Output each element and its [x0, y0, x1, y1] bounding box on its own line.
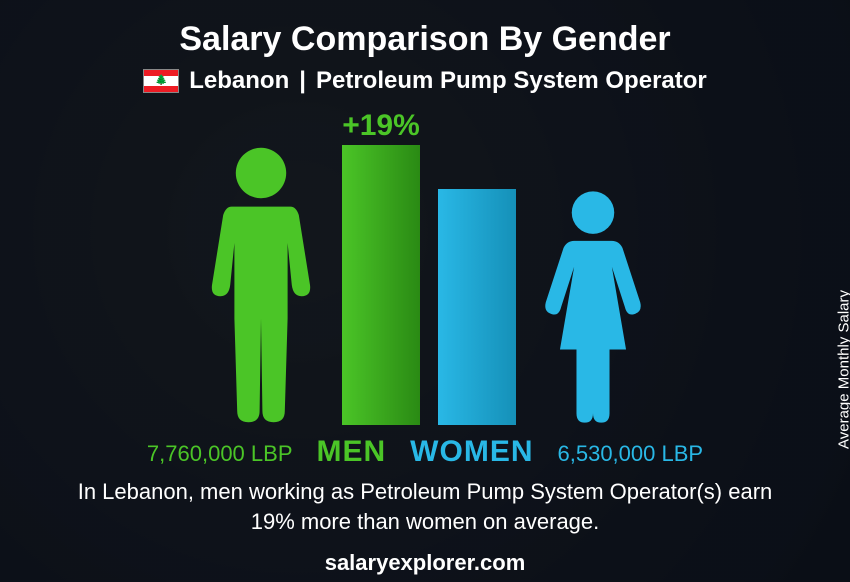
- men-bar-col: +19%: [342, 109, 420, 425]
- separator: |: [299, 67, 306, 95]
- women-label: WOMEN: [410, 435, 533, 469]
- subtitle: 🌲 Lebanon | Petroleum Pump System Operat…: [40, 67, 810, 95]
- footer-link[interactable]: salaryexplorer.com: [40, 550, 810, 582]
- women-salary: 6,530,000 LBP: [558, 441, 758, 467]
- men-bar: [342, 145, 420, 425]
- percent-difference: +19%: [342, 109, 420, 143]
- comparison-chart: +19%: [40, 109, 810, 425]
- value-row: 7,760,000 LBP MEN WOMEN 6,530,000 LBP: [40, 435, 810, 469]
- country-label: Lebanon: [189, 67, 289, 95]
- female-icon: [534, 189, 652, 425]
- male-icon: [198, 145, 324, 425]
- occupation-label: Petroleum Pump System Operator: [316, 67, 707, 95]
- y-axis-label: Average Monthly Salary: [836, 290, 850, 449]
- women-bar-col: [438, 189, 516, 425]
- men-salary: 7,760,000 LBP: [93, 441, 293, 467]
- women-icon-col: [534, 189, 652, 425]
- page-title: Salary Comparison By Gender: [40, 20, 810, 59]
- women-bar: [438, 189, 516, 425]
- men-icon-col: [198, 145, 324, 425]
- lebanon-flag-icon: 🌲: [143, 69, 179, 93]
- men-label: MEN: [317, 435, 387, 469]
- description-text: In Lebanon, men working as Petroleum Pum…: [40, 477, 810, 536]
